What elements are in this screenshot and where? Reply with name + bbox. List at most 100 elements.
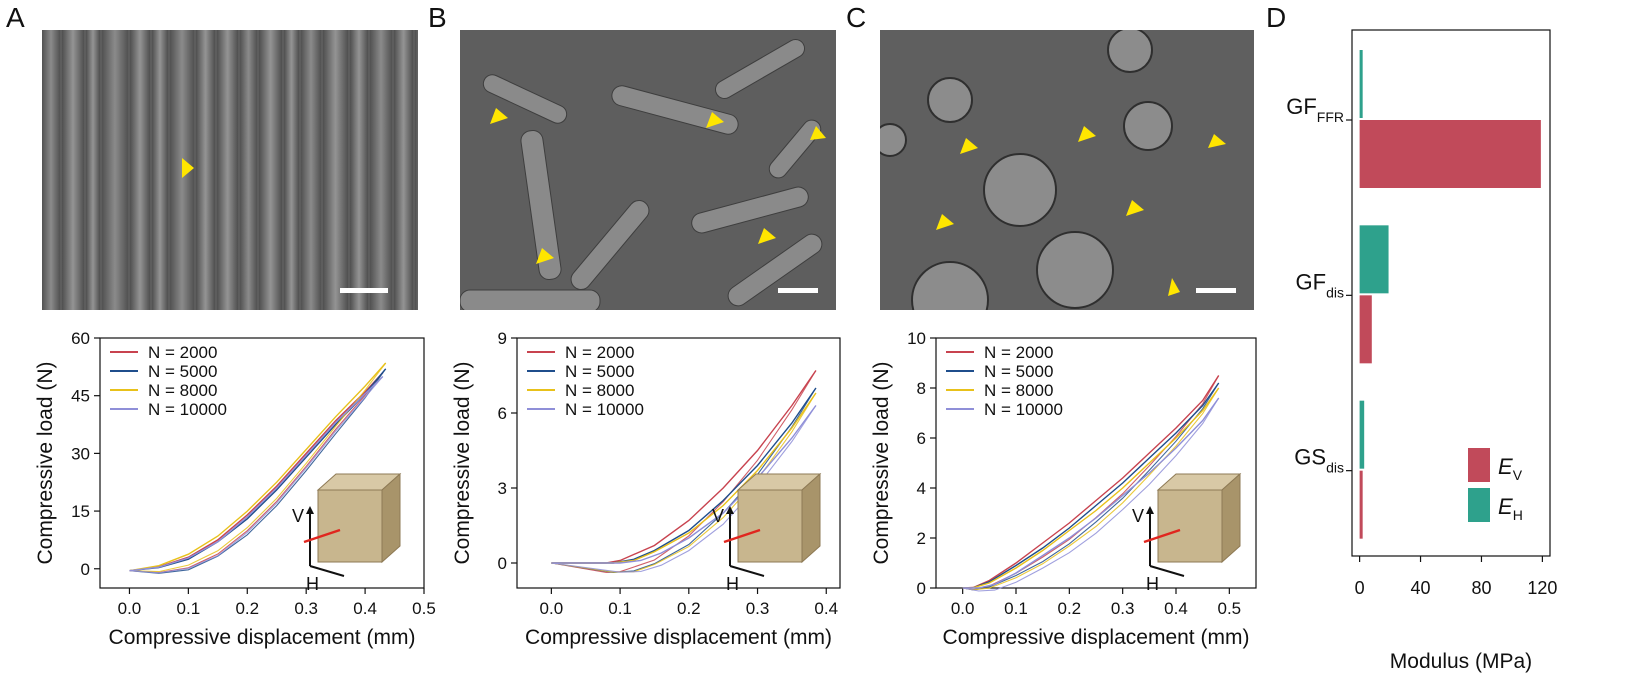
y-axis-label: Compressive load (N)	[34, 361, 57, 564]
inset-block-front	[737, 489, 803, 563]
fiber-strand	[102, 30, 128, 310]
line-chart-c: 0.0 0.1 0.2 0.3 0.4 0.5 0 2 4 6 8 10 Compressive dis…	[870, 329, 1257, 649]
inset-schematic: VH	[712, 472, 822, 594]
fiber-strand	[240, 30, 257, 310]
legend-label: N = 10000	[565, 400, 644, 419]
sem-image-random-fibers	[460, 30, 836, 310]
legend-label: N = 10000	[148, 400, 227, 419]
x-tick-label: 0.1	[177, 599, 201, 618]
x-axis-label: Compressive displacement (mm)	[109, 626, 416, 649]
series-unload-line	[551, 405, 817, 573]
legend-label: EH	[1498, 494, 1523, 523]
legend-label: N = 2000	[984, 343, 1053, 362]
series-line	[962, 397, 1220, 589]
x-tick-label: 120	[1527, 578, 1557, 598]
x-tick-label: 0	[1355, 578, 1365, 598]
axis-v-arrowhead	[306, 506, 314, 514]
fiber-strand	[284, 30, 299, 310]
legend-label: N = 5000	[148, 362, 217, 381]
y-tick-label: 0	[81, 560, 90, 579]
y-tick-label: 45	[71, 387, 90, 406]
axis-v-arrowhead	[1146, 506, 1154, 514]
series-unload-line	[962, 387, 1220, 591]
legend-label: N = 5000	[984, 362, 1053, 381]
series-unload-line	[962, 397, 1220, 592]
x-tick-label: 0.5	[412, 599, 436, 618]
legend-swatch	[1468, 448, 1490, 482]
defect-arrowhead	[182, 158, 194, 178]
fiber-strand	[394, 30, 413, 310]
sem-aligned-texture	[42, 30, 418, 310]
sem-random-texture	[460, 30, 836, 310]
y-tick-label: 6	[498, 404, 507, 423]
fiber-strand	[130, 30, 150, 310]
category-label: GFFFR	[1286, 94, 1344, 125]
bar-eh	[1359, 400, 1365, 469]
series-line	[129, 375, 384, 572]
x-tick-label: 0.2	[677, 599, 701, 618]
fiber-strand	[152, 30, 168, 310]
inset-h-label: H	[306, 574, 319, 594]
line-chart-a: 0.0 0.1 0.2 0.3 0.4 0.5 0 15 30 45 60 Compressive d…	[34, 329, 436, 649]
y-tick-label: 9	[498, 329, 507, 348]
series-unload-line	[129, 368, 387, 574]
y-tick-label: 10	[907, 329, 926, 348]
fiber-strand	[323, 30, 348, 310]
fiber-strand	[217, 30, 238, 310]
series-line	[962, 382, 1220, 589]
panel-letter-a: A	[6, 2, 25, 33]
series-line	[551, 392, 817, 564]
axis-v-arrowhead	[726, 506, 734, 514]
series-line	[962, 387, 1220, 589]
bar-eh	[1359, 225, 1389, 294]
legend-label: N = 8000	[984, 381, 1053, 400]
inset-block-side	[801, 472, 821, 564]
legend-label: N = 8000	[148, 381, 217, 400]
inset-v-label: V	[292, 506, 304, 526]
series-line	[962, 375, 1220, 589]
fiber-strand	[196, 30, 215, 310]
x-tick-label: 0.4	[814, 599, 838, 618]
x-axis-label: Compressive displacement (mm)	[525, 626, 832, 649]
arrowhead-group	[936, 126, 1226, 296]
fiber-strand	[42, 30, 60, 310]
fiber-strand	[86, 30, 100, 310]
x-tick-label: 0.3	[1111, 599, 1135, 618]
bar-chart-d: 0 40 80 120 Modulus (MPa) GFFFR GFdis GSdis EV EH	[1286, 29, 1557, 673]
y-axis-label: Compressive load (N)	[870, 361, 893, 564]
axis-h-line	[1149, 565, 1185, 577]
inset-red-arrow	[303, 528, 341, 544]
y-axis-label: Compressive load (N)	[451, 361, 474, 564]
y-tick-label: 0	[498, 554, 507, 573]
y-tick-label: 0	[917, 579, 926, 598]
series-line	[551, 405, 817, 564]
legend-label: N = 2000	[565, 343, 634, 362]
x-axis-label: Modulus (MPa)	[1390, 650, 1532, 673]
x-tick-label: 0.0	[540, 599, 564, 618]
fiber-strand	[301, 30, 321, 310]
series-line	[551, 370, 817, 564]
plot-frame	[516, 337, 841, 589]
x-tick-label: 0.0	[118, 599, 142, 618]
legend-label: N = 8000	[565, 381, 634, 400]
series-unload-line	[962, 382, 1220, 591]
inset-red-arrow	[723, 528, 761, 544]
inset-block-front	[1157, 489, 1223, 563]
bar-ev	[1359, 120, 1541, 188]
inset-block-side	[1221, 472, 1241, 564]
x-tick-label: 0.4	[353, 599, 377, 618]
x-tick-label: 0.2	[235, 599, 259, 618]
x-tick-label: 0.2	[1058, 599, 1082, 618]
inset-block-front	[317, 489, 383, 563]
y-tick-label: 8	[917, 379, 926, 398]
fiber-strand	[370, 30, 392, 310]
x-tick-label: 40	[1411, 578, 1431, 598]
inset-schematic: VH	[292, 472, 402, 594]
panel-letter-b: B	[428, 2, 447, 33]
y-tick-label: 6	[917, 429, 926, 448]
arrowhead-group	[490, 108, 826, 264]
fiber-strand	[415, 30, 418, 310]
axis-h-line	[729, 565, 765, 577]
inset-h-label: H	[726, 574, 739, 594]
